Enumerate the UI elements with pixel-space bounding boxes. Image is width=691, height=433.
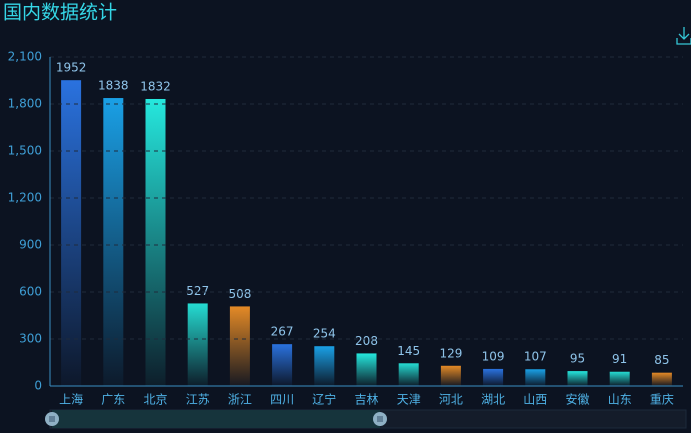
x-tick-label: 重庆 [650,393,674,407]
x-tick-label: 天津 [397,393,421,407]
x-tick-label: 上海 [59,392,83,407]
bar [651,372,672,386]
value-label: 527 [186,284,209,298]
bar [440,365,461,386]
x-tick-label: 湖北 [481,392,505,407]
handle-grip [49,416,383,422]
data-zoom[interactable] [45,409,687,429]
zoom-selection[interactable] [52,410,380,428]
value-label: 1952 [56,61,87,75]
x-tick-label: 辽宁 [312,392,336,407]
y-tick-label: 1,800 [8,97,42,111]
bar [398,363,419,386]
y-tick-label: 1,200 [8,191,42,205]
x-tick-label: 山西 [523,393,547,407]
value-label: 1832 [140,79,171,93]
value-label: 107 [524,350,547,364]
y-tick-label: 900 [19,238,42,252]
y-tick-label: 300 [19,332,42,346]
x-tick-label: 河北 [439,393,463,407]
y-tick-label: 1,500 [8,144,42,158]
x-tick-label: 江苏 [186,393,210,407]
bar [525,369,546,386]
bar [272,344,293,386]
x-tick-label: 北京 [143,393,167,407]
value-label: 1838 [98,79,129,93]
y-tick-label: 2,100 [8,50,42,64]
y-tick-label: 0 [34,379,42,393]
download-icon[interactable] [676,27,691,45]
value-label: 208 [355,334,378,348]
value-label: 109 [482,349,505,363]
bar [609,371,630,386]
bar [61,80,82,386]
bar [187,303,208,386]
bar [145,98,166,386]
value-label: 145 [397,344,420,358]
bar [229,306,250,386]
x-tick-label: 安徽 [565,392,589,407]
bar [567,371,588,386]
x-tick-label: 浙江 [228,393,252,407]
x-tick-label: 广东 [101,393,125,407]
bar [314,346,335,386]
x-tick-label: 吉林 [354,393,378,407]
bar [356,353,377,386]
chart-title: 国内数据统计 [3,2,117,24]
value-label: 91 [612,352,627,366]
value-label: 267 [271,325,294,339]
x-tick-label: 四川 [270,393,294,407]
bar [103,98,124,387]
y-tick-label: 600 [19,285,42,299]
value-label: 129 [439,346,462,360]
value-label: 254 [313,327,336,341]
bar [483,368,504,386]
x-tick-label: 山东 [608,393,632,407]
value-label: 95 [570,352,585,366]
value-label: 508 [228,287,251,301]
value-label: 85 [654,353,669,367]
